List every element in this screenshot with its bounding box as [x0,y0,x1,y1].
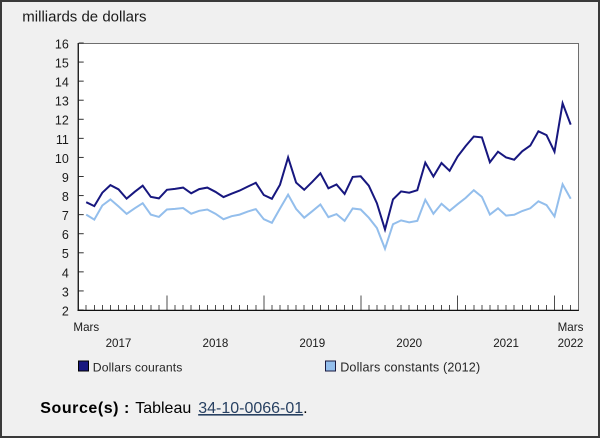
svg-text:11: 11 [56,133,69,147]
svg-text:5: 5 [62,247,69,261]
svg-text:Dollars courants: Dollars courants [93,360,183,374]
svg-text:2: 2 [62,304,69,318]
svg-text:Dollars constants (2012): Dollars constants (2012) [340,360,480,374]
svg-text:8: 8 [62,190,69,204]
svg-text:3: 3 [62,285,69,299]
svg-text:4: 4 [62,266,69,280]
svg-text:2020: 2020 [396,337,422,350]
svg-text:6: 6 [62,228,69,242]
svg-text:2018: 2018 [203,337,229,350]
svg-text:2017: 2017 [106,337,132,350]
svg-text:2022: 2022 [558,337,584,350]
svg-text:12: 12 [55,114,69,128]
svg-text:Mars: Mars [73,321,99,334]
svg-text:2019: 2019 [299,337,325,350]
svg-text:15: 15 [55,56,69,70]
svg-text:7: 7 [62,209,69,223]
svg-text:Mars: Mars [558,321,584,334]
svg-text:13: 13 [55,95,69,109]
svg-text:2021: 2021 [493,337,519,350]
svg-text:9: 9 [62,171,69,185]
svg-text:14: 14 [55,76,69,90]
svg-text:16: 16 [55,37,69,51]
svg-text:10: 10 [55,152,69,166]
svg-text:milliards de dollars: milliards de dollars [22,9,146,26]
